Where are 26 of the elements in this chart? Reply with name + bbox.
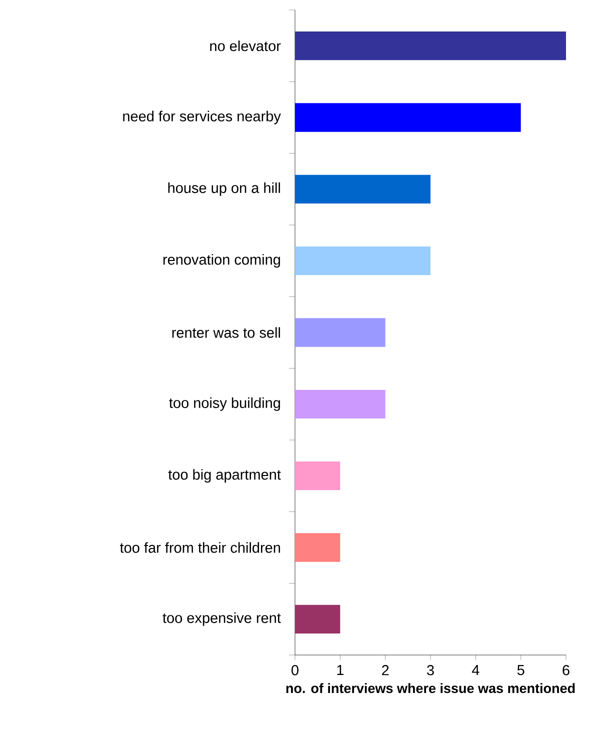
bar [295, 533, 340, 562]
y-tick-label: need for services nearby [123, 110, 281, 124]
bar [295, 604, 340, 634]
bar [295, 318, 386, 347]
x-tick-label: 2 [382, 665, 389, 676]
y-tick-label: too noisy building [169, 397, 280, 411]
y-tick-label: too expensive rent [162, 612, 281, 626]
y-tick-label: too big apartment [168, 469, 281, 483]
x-axis-title: no. of interviews where issue was mentioned [286, 683, 575, 694]
x-tick-label: 0 [292, 665, 298, 676]
bar [295, 103, 521, 132]
bar [295, 174, 430, 204]
y-tick-label: renter was to sell [172, 327, 280, 338]
y-tick-label: too far from their children [120, 542, 280, 553]
x-tick-label: 1 [337, 665, 344, 676]
x-tick-label: 4 [472, 665, 480, 676]
y-tick-label: renovation coming [163, 254, 280, 268]
bar [295, 462, 340, 490]
y-tick-label: house up on a hill [168, 182, 280, 196]
bar [295, 390, 386, 419]
x-tick-label: 3 [427, 665, 434, 676]
bar [295, 246, 430, 276]
x-tick-label: 6 [562, 665, 570, 676]
bar [295, 32, 566, 60]
y-tick-label: no elevator [210, 40, 281, 52]
x-tick-label: 5 [517, 665, 524, 676]
